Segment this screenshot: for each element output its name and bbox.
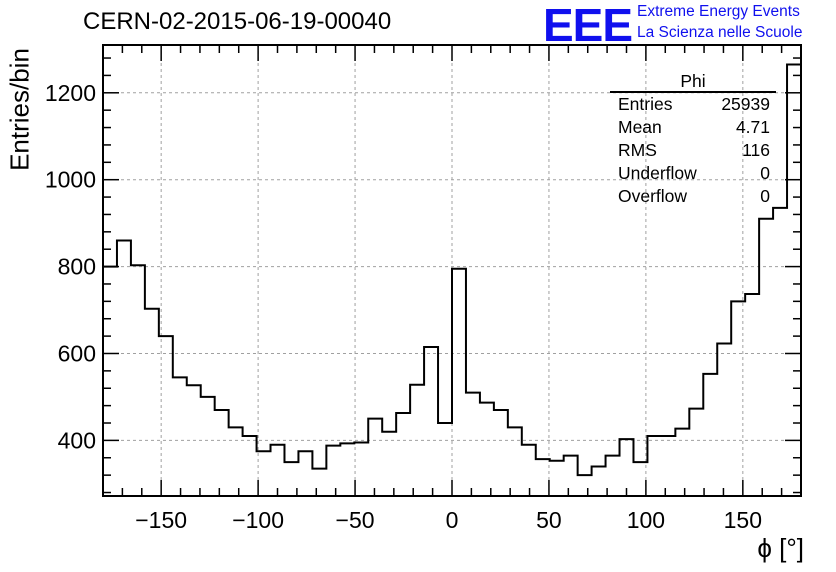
x-tick-label: 150 [724, 507, 762, 533]
y-tick-label: 1000 [45, 167, 96, 193]
histogram-bin [578, 475, 592, 496]
histogram-bin [745, 294, 759, 496]
histogram-bin [759, 219, 773, 496]
histogram-bin [131, 265, 145, 496]
stats-row-rms: RMS 116 [610, 139, 776, 162]
stats-value: 25939 [721, 94, 770, 114]
grid-lines [103, 45, 801, 496]
x-tick-label: 100 [627, 507, 665, 533]
logo-subtitle-line2: La Scienza nelle Scuole [637, 24, 803, 41]
histogram-bin [424, 347, 438, 496]
stats-label: Mean [618, 117, 662, 137]
stats-label: Underflow [618, 163, 697, 183]
histogram-bin [438, 423, 452, 496]
histogram-bin [340, 443, 354, 496]
histogram-line [102, 63, 802, 496]
stats-label: RMS [618, 140, 657, 160]
y-axis-label: Entries/bin [4, 48, 35, 171]
histogram-bin [201, 397, 215, 496]
stats-row-underflow: Underflow 0 [610, 162, 776, 185]
stats-value: 0 [760, 163, 770, 183]
stats-row-entries: Entries 25939 [610, 93, 776, 116]
histogram-bin [550, 461, 564, 496]
stats-row-overflow: Overflow 0 [610, 185, 776, 208]
y-tick-label: 600 [58, 340, 96, 366]
histogram-bin [145, 309, 159, 496]
histogram-bin [647, 436, 661, 496]
histogram-bin [536, 459, 550, 496]
histogram-bin [382, 432, 396, 496]
logo-subtitle-line1: Extreme Energy Events [637, 3, 800, 20]
histogram-bin [452, 269, 466, 496]
tick-labels: −150 −100 −50 0 50 100 150 400 600 800 1000 1200 [45, 80, 762, 533]
histogram-bin [703, 374, 717, 496]
stats-value: 4.71 [735, 117, 770, 137]
histogram-bin [717, 343, 731, 496]
histogram-bin [689, 409, 703, 496]
histogram-bin [354, 443, 368, 496]
y-tick-label: 1200 [45, 80, 96, 106]
x-tick-label: −150 [135, 507, 187, 533]
histogram-bin [592, 466, 606, 496]
x-tick-label: −100 [232, 507, 284, 533]
histogram-bin [326, 446, 340, 496]
histogram-bin [620, 439, 634, 496]
eee-logo: EEE [543, 0, 633, 51]
histogram-bin [773, 208, 787, 496]
x-tick-label: −50 [336, 507, 375, 533]
histogram-bin [494, 410, 508, 496]
axis-ticks [102, 45, 802, 496]
stats-title: Phi [610, 71, 776, 93]
histogram-bin [117, 241, 131, 496]
y-tick-label: 800 [58, 254, 96, 280]
histogram-bin [298, 451, 312, 496]
histogram-bin [522, 445, 536, 496]
histogram-bin [215, 410, 229, 496]
stats-label: Overflow [618, 186, 688, 206]
x-axis-label: ϕ [°] [757, 533, 804, 563]
stats-value: 0 [760, 186, 770, 206]
stats-row-mean: Mean 4.71 [610, 116, 776, 139]
y-tick-label: 400 [58, 427, 96, 453]
histogram-bin [173, 377, 187, 496]
histogram-bin [480, 403, 494, 496]
run-title: CERN-02-2015-06-19-00040 [83, 8, 392, 35]
histogram-bin [508, 427, 522, 496]
plot-frame [102, 44, 802, 497]
histogram-bin [466, 393, 480, 496]
histogram-bin [564, 456, 578, 496]
histogram-bin [243, 436, 257, 496]
histogram-bin [661, 436, 675, 496]
histogram-bin [787, 65, 801, 496]
histogram-bin [312, 469, 326, 496]
histogram-bin [229, 427, 243, 496]
x-tick-label: 50 [536, 507, 562, 533]
x-tick-label: 0 [446, 507, 459, 533]
histogram-bin [675, 429, 689, 496]
stats-box: Phi Entries 25939 Mean 4.71 RMS 116 Unde… [610, 71, 776, 208]
stats-label: Entries [618, 94, 673, 114]
histogram-bin [368, 419, 382, 496]
stats-value: 116 [742, 140, 770, 160]
histogram-bin [396, 413, 410, 496]
